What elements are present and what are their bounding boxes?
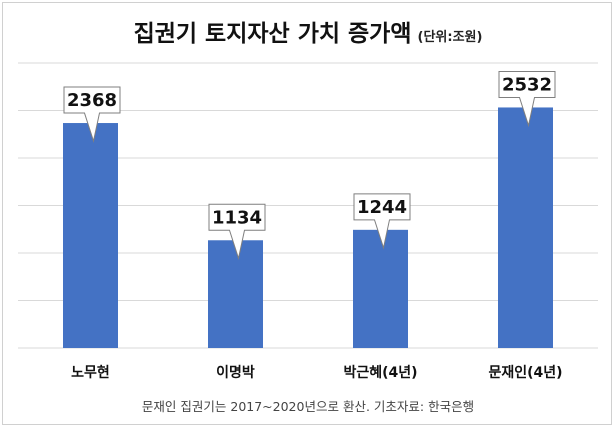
data-label-2: 1134	[212, 207, 262, 228]
bars	[63, 107, 553, 349]
callout-shape	[498, 70, 556, 128]
footnote: 문재인 집권기는 2017~2020년으로 환산. 기초자료: 한국은행	[141, 399, 475, 414]
category-label-4: 문재인(4년)	[488, 364, 562, 381]
chart-header: 집권기 토지자산 가치 증가액 (단위:조원)	[0, 14, 616, 48]
bar-4	[498, 107, 553, 349]
callout-shape	[353, 193, 411, 250]
data-label-callout-3: 1244	[353, 193, 411, 250]
bar-2	[208, 240, 263, 348]
callout-shape	[208, 203, 266, 261]
unit-note: (단위:조원)	[417, 30, 483, 45]
callout-shape	[63, 86, 121, 143]
category-labels: 노무현 이명박 박근혜(4년) 문재인(4년)	[71, 364, 562, 381]
data-label-callout-4: 2532	[498, 70, 556, 128]
data-label-callout-2: 1134	[208, 203, 266, 261]
data-label-4: 2532	[502, 74, 552, 95]
data-label-callout-1: 2368	[63, 86, 121, 143]
category-label-2: 이명박	[216, 364, 255, 381]
data-label-3: 1244	[357, 197, 407, 218]
data-labels: 2368 1134 1244 2532	[63, 70, 556, 261]
data-label-1: 2368	[67, 90, 117, 111]
category-label-3: 박근혜(4년)	[343, 364, 417, 381]
bar-3	[353, 229, 408, 348]
category-label-1: 노무현	[71, 365, 110, 381]
chart-title: 집권기 토지자산 가치 증가액	[133, 21, 412, 47]
bar-1	[63, 123, 118, 348]
